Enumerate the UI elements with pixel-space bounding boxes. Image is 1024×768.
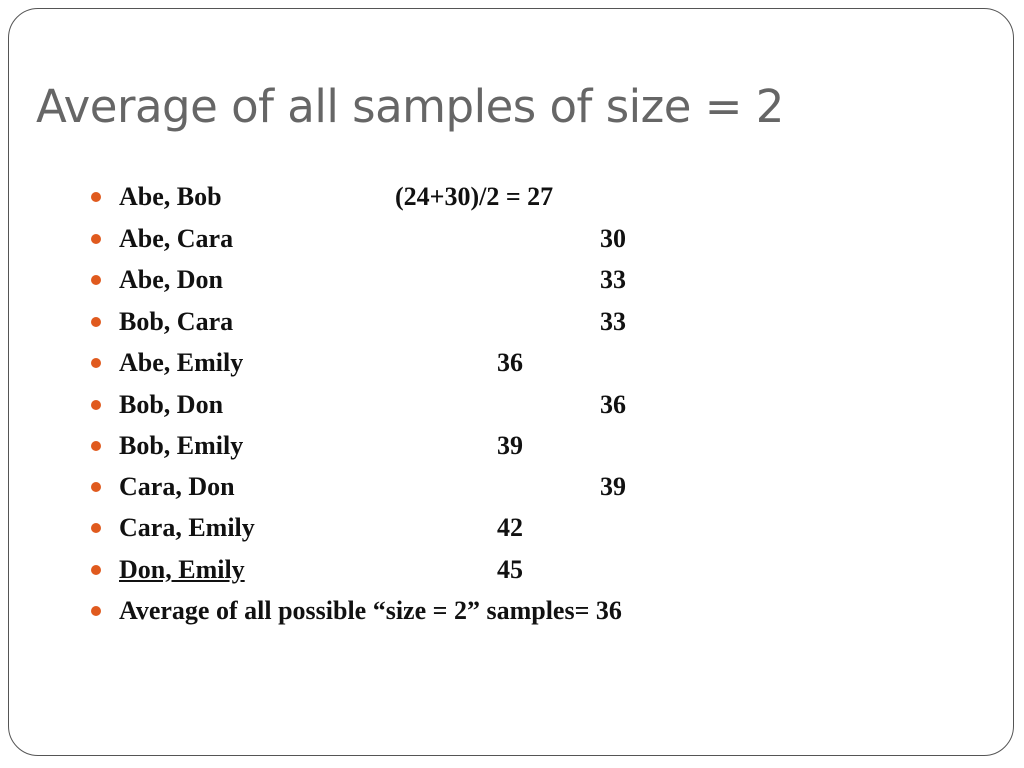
pair: Bob, Cara bbox=[119, 307, 234, 336]
bullet bbox=[91, 565, 101, 575]
average: 45 bbox=[497, 555, 523, 584]
average: (24+30)/2 = 27 bbox=[395, 182, 554, 211]
bullet bbox=[91, 482, 101, 492]
bullet-row: Abe, Bob (24+30)/2 = 27 bbox=[0, 182, 1024, 222]
slide-title: Average of all samples of size = 2 bbox=[36, 80, 784, 133]
pair: Don, Emily bbox=[119, 555, 245, 584]
bullet bbox=[91, 400, 101, 410]
bullet-row: Average of all possible “size = 2” sampl… bbox=[0, 596, 1024, 636]
summary: Average of all possible “size = 2” sampl… bbox=[119, 596, 622, 625]
bullet-row: Bob, Emily 39 bbox=[0, 431, 1024, 471]
bullet bbox=[91, 523, 101, 533]
bullet-row: Abe, Emily 36 bbox=[0, 348, 1024, 388]
pair: Bob, Don bbox=[119, 390, 224, 419]
bullet bbox=[91, 441, 101, 451]
bullet bbox=[91, 234, 101, 244]
average: 30 bbox=[600, 224, 626, 253]
average: 36 bbox=[497, 348, 523, 377]
pair: Abe, Don bbox=[119, 265, 224, 294]
average: 33 bbox=[600, 307, 626, 336]
average: 39 bbox=[600, 472, 626, 501]
bullet bbox=[91, 358, 101, 368]
bullet bbox=[91, 275, 101, 285]
bullet-row: Bob, Don 36 bbox=[0, 390, 1024, 430]
bullet bbox=[91, 192, 101, 202]
pair: Bob, Emily bbox=[119, 431, 244, 460]
bullet bbox=[91, 606, 101, 616]
average: 36 bbox=[600, 390, 626, 419]
bullet-row: Bob, Cara 33 bbox=[0, 307, 1024, 347]
bullet-row: Don, Emily 45 bbox=[0, 555, 1024, 595]
bullet-row: Abe, Don 33 bbox=[0, 265, 1024, 305]
pair: Abe, Emily bbox=[119, 348, 244, 377]
average: 39 bbox=[497, 431, 523, 460]
bullet bbox=[91, 317, 101, 327]
average: 42 bbox=[497, 513, 523, 542]
bullet-row: Cara, Don 39 bbox=[0, 472, 1024, 512]
bullet-row: Cara, Emily 42 bbox=[0, 513, 1024, 553]
pair: Cara, Don bbox=[119, 472, 235, 501]
bullet-row: Abe, Cara 30 bbox=[0, 224, 1024, 264]
pair: Abe, Cara bbox=[119, 224, 234, 253]
pair: Abe, Bob bbox=[119, 182, 222, 211]
slide-frame bbox=[8, 8, 1014, 756]
average: 33 bbox=[600, 265, 626, 294]
pair: Cara, Emily bbox=[119, 513, 255, 542]
